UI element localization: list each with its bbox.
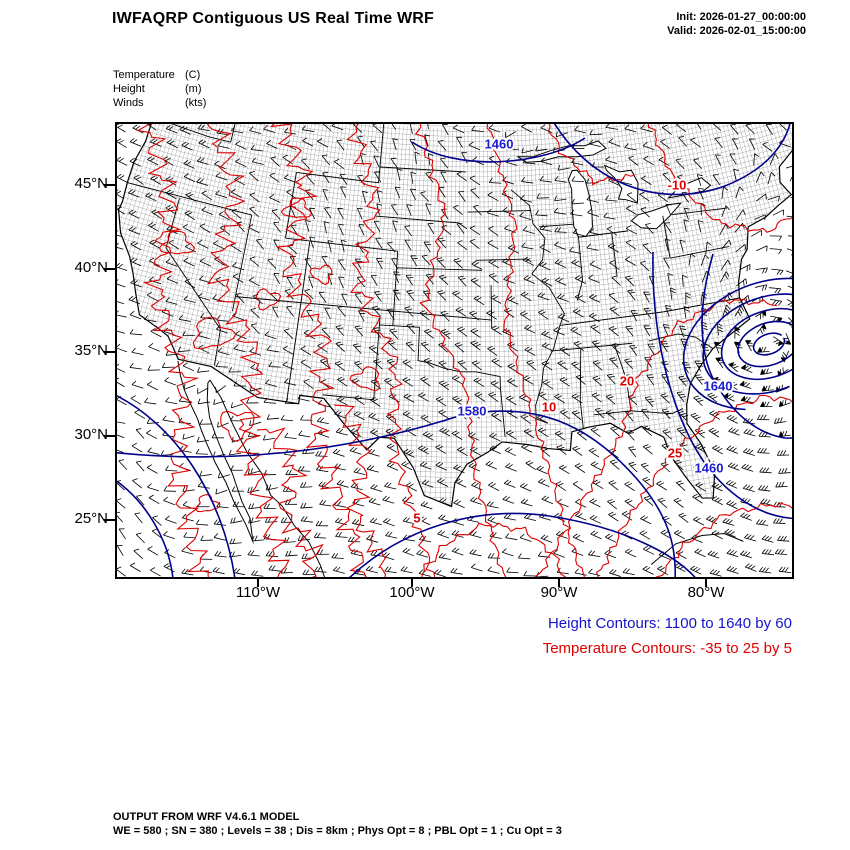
run-times: Init: 2026-01-27_00:00:00 Valid: 2026-02… xyxy=(667,10,806,38)
lat-tick xyxy=(104,351,115,353)
page-title: IWFAQRP Contiguous US Real Time WRF xyxy=(112,10,434,27)
lat-label-40n: 40°N xyxy=(74,259,108,276)
legend-unit-height: (m) xyxy=(185,83,202,95)
height-contour-legend: Height Contours: 1100 to 1640 by 60 xyxy=(547,615,792,632)
lat-tick xyxy=(104,268,115,270)
lat-tick xyxy=(104,435,115,437)
model-config-line: WE = 580 ; SN = 380 ; Levels = 38 ; Dis … xyxy=(113,825,562,837)
map-frame xyxy=(115,122,794,579)
legend-label-temperature: Temperature xyxy=(113,69,175,81)
lon-tick xyxy=(257,577,259,587)
lon-label-100w: 100°W xyxy=(389,584,435,601)
legend-label-winds: Winds xyxy=(113,97,144,109)
lat-label-25n: 25°N xyxy=(74,510,108,527)
lat-label-45n: 45°N xyxy=(74,175,108,192)
lon-tick xyxy=(558,577,560,587)
weather-map-canvas xyxy=(117,124,792,577)
lon-tick xyxy=(411,577,413,587)
legend-row-height: Height (m) xyxy=(113,82,206,96)
lat-label-35n: 35°N xyxy=(74,342,108,359)
lat-label-30n: 30°N xyxy=(74,426,108,443)
legend-label-height: Height xyxy=(113,83,145,95)
legend-unit-temperature: (C) xyxy=(185,69,201,81)
field-legend: Temperature (C) Height (m) Winds (kts) xyxy=(113,68,206,110)
legend-row-winds: Winds (kts) xyxy=(113,96,206,110)
lon-label-90w: 90°W xyxy=(540,584,578,601)
init-time: Init: 2026-01-27_00:00:00 xyxy=(676,11,806,23)
contour-legend: Height Contours: 1100 to 1640 by 60 Temp… xyxy=(543,611,792,661)
lon-tick xyxy=(705,577,707,587)
legend-row-temperature: Temperature (C) xyxy=(113,68,206,82)
lat-tick xyxy=(104,519,115,521)
lon-label-80w: 80°W xyxy=(687,584,725,601)
lon-label-110w: 110°W xyxy=(235,584,281,601)
legend-unit-winds: (kts) xyxy=(185,97,207,109)
valid-time: Valid: 2026-02-01_15:00:00 xyxy=(667,25,806,37)
model-version-line: OUTPUT FROM WRF V4.6.1 MODEL xyxy=(113,811,300,823)
footer: OUTPUT FROM WRF V4.6.1 MODEL WE = 580 ; … xyxy=(113,810,562,838)
temperature-contour-legend: Temperature Contours: -35 to 25 by 5 xyxy=(542,640,792,657)
lat-tick xyxy=(104,184,115,186)
